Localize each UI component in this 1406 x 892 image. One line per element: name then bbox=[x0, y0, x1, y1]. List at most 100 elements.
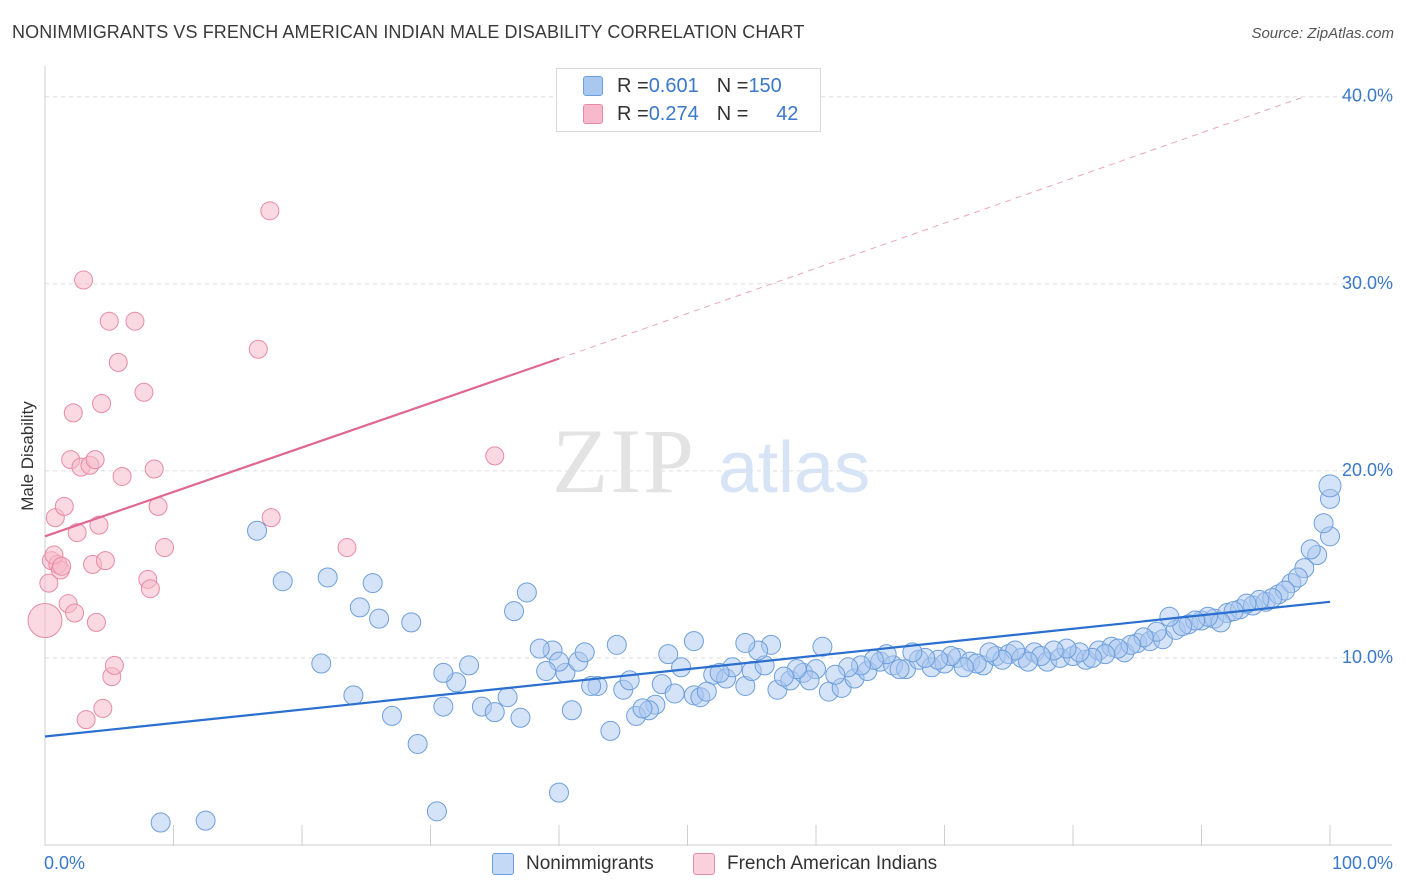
french-american-indians-point bbox=[95, 551, 115, 571]
nonimmigrants-point bbox=[953, 657, 974, 678]
nonimmigrants-point bbox=[272, 571, 293, 592]
y-axis-label: Male Disability bbox=[18, 401, 37, 511]
french-american-indians-point bbox=[144, 459, 164, 479]
bottom-legend-label: French American Indians bbox=[727, 853, 938, 874]
nonimmigrants-point bbox=[459, 655, 480, 676]
french-american-indians-point bbox=[112, 466, 132, 486]
tick-labels: 10.0% 20.0% 30.0% 40.0% 0.0% 100.0% bbox=[44, 86, 1393, 873]
nonimmigrants-point bbox=[600, 720, 621, 741]
nonimmigrants-point bbox=[574, 642, 595, 663]
axes bbox=[44, 66, 1392, 846]
bottom-legend-label: Nonimmigrants bbox=[526, 853, 654, 874]
nonimmigrants-point bbox=[529, 638, 550, 659]
nonimmigrants-point bbox=[401, 612, 422, 633]
source-label: Source: ZipAtlas.com bbox=[1251, 25, 1394, 42]
nonimmigrants-point bbox=[497, 687, 518, 708]
nonimmigrants-point bbox=[664, 683, 685, 704]
nonimmigrants-point bbox=[311, 653, 332, 674]
nonimmigrants-point bbox=[433, 662, 454, 683]
nonimmigrants-point bbox=[696, 681, 717, 702]
nonimmigrants-point bbox=[549, 782, 569, 803]
nonimmigrants-point bbox=[902, 642, 923, 663]
french-american-indians-point bbox=[337, 538, 357, 558]
nonimmigrants-point bbox=[606, 634, 627, 655]
nonimmigrants-point bbox=[735, 632, 756, 653]
french-american-indians-point bbox=[248, 339, 268, 359]
legend-n-value: 150 bbox=[748, 74, 782, 97]
bottom-legend-swatch-blue bbox=[492, 853, 514, 875]
french-american-indians-point bbox=[63, 403, 83, 423]
french-american-indians-point bbox=[108, 352, 128, 372]
nonimmigrants-point bbox=[812, 636, 833, 657]
nonimmigrants-point bbox=[516, 582, 537, 603]
legend-r-value: 0.274 bbox=[648, 102, 699, 125]
trend-lines bbox=[44, 96, 1331, 738]
french-american-indians-point bbox=[76, 710, 96, 730]
legend-row-french: R = 0.274 N = 42 bbox=[583, 102, 798, 126]
nonimmigrants-point bbox=[773, 666, 794, 687]
french-american-indians-point bbox=[74, 270, 94, 290]
french-american-indians-point bbox=[99, 311, 119, 331]
nonimmigrants-point bbox=[349, 597, 370, 618]
french-american-indians-points bbox=[27, 201, 505, 730]
legend-swatch-pink bbox=[583, 104, 603, 124]
nonimmigrants-point bbox=[484, 702, 505, 723]
french-american-indians-point bbox=[85, 450, 105, 470]
legend-r-label: R = bbox=[617, 74, 649, 97]
nonimmigrants-point bbox=[407, 733, 428, 754]
x-tick-label: 0.0% bbox=[44, 853, 85, 873]
nonimmigrants-point bbox=[536, 661, 557, 682]
legend-n-label: N = bbox=[716, 102, 749, 125]
legend-n-value: 42 bbox=[776, 102, 799, 125]
french-american-indians-point bbox=[89, 515, 109, 535]
nonimmigrants-point bbox=[362, 573, 383, 594]
nonimmigrants-point bbox=[433, 696, 454, 717]
french-american-indians-point bbox=[39, 573, 59, 593]
nonimmigrants-trend-line bbox=[44, 600, 1331, 738]
nonimmigrants-point bbox=[343, 685, 364, 706]
nonimmigrants-point bbox=[1318, 474, 1342, 498]
nonimmigrants-point bbox=[247, 520, 268, 541]
french-american-indians-point bbox=[155, 538, 175, 558]
nonimmigrants-point bbox=[889, 659, 910, 680]
nonimmigrants-point bbox=[150, 812, 171, 833]
french-american-indians-point bbox=[134, 382, 154, 402]
nonimmigrants-point bbox=[1287, 567, 1308, 588]
french-american-indians-point bbox=[67, 523, 87, 543]
nonimmigrants-point bbox=[1159, 606, 1180, 627]
nonimmigrants-point bbox=[426, 801, 447, 822]
french-american-indians-point bbox=[485, 446, 505, 466]
french-american-indians-point bbox=[54, 496, 74, 516]
watermark: ZIP atlas bbox=[552, 410, 870, 512]
legend-r-label: R = bbox=[617, 102, 649, 125]
legend-n-label: N = bbox=[716, 74, 749, 97]
nonimmigrants-point bbox=[658, 644, 679, 665]
bottom-legend-nonimmigrants: Nonimmigrants bbox=[492, 851, 654, 877]
legend-r-value: 0.601 bbox=[648, 74, 699, 97]
nonimmigrants-point bbox=[195, 810, 216, 831]
watermark-atlas: atlas bbox=[718, 428, 870, 508]
y-tick-label: 30.0% bbox=[1342, 273, 1393, 293]
bottom-legend-swatch-pink bbox=[693, 853, 715, 875]
legend-swatch-blue bbox=[583, 76, 603, 96]
nonimmigrants-point bbox=[369, 608, 390, 629]
y-tick-label: 10.0% bbox=[1342, 647, 1393, 667]
french-american-indians-point bbox=[260, 201, 280, 221]
nonimmigrants-point bbox=[979, 642, 1000, 663]
nonimmigrants-point bbox=[317, 567, 338, 588]
nonimmigrants-point bbox=[581, 675, 602, 696]
french-american-indians-point bbox=[261, 508, 281, 528]
french-american-indians-point bbox=[125, 311, 145, 331]
nonimmigrants-point bbox=[561, 700, 582, 721]
nonimmigrants-point bbox=[1313, 513, 1334, 534]
chart-title: NONIMMIGRANTS VS FRENCH AMERICAN INDIAN … bbox=[12, 22, 805, 42]
watermark-zip: ZIP bbox=[552, 410, 696, 512]
correlation-legend: R = 0.601 N = 150 R = 0.274 N = 42 bbox=[556, 68, 821, 132]
nonimmigrants-point bbox=[504, 601, 525, 622]
french-american-indians-point bbox=[140, 579, 160, 599]
french-trend-line bbox=[44, 357, 560, 538]
french-american-indians-point bbox=[27, 603, 63, 639]
nonimmigrants-point bbox=[510, 707, 531, 728]
french-american-indians-point bbox=[65, 603, 85, 623]
